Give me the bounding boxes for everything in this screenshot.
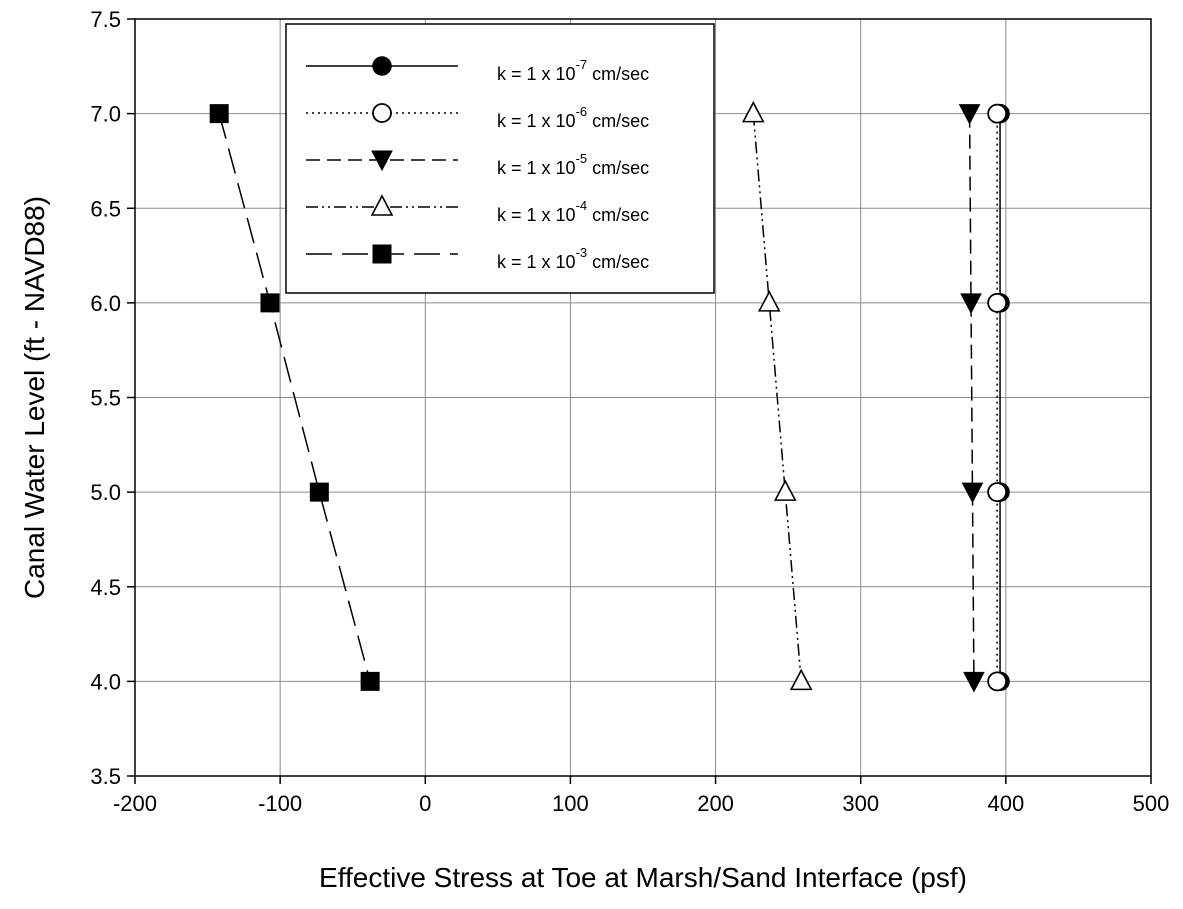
y-tick-label: 4.5: [90, 575, 121, 600]
series-layer: [209, 100, 1010, 693]
data-point: [789, 668, 813, 691]
legend-marker: [372, 103, 392, 123]
legend-label: k = 1 x 10-4 cm/sec: [497, 198, 649, 225]
legend-entry: k = 1 x 10-6 cm/sec: [306, 103, 649, 131]
series-line: [752, 113, 802, 682]
y-tick-label: 6.0: [90, 291, 121, 316]
legend-entry: k = 1 x 10-7 cm/sec: [306, 56, 649, 84]
legend-label: k = 1 x 10-7 cm/sec: [497, 57, 649, 84]
legend-label: k = 1 x 10-3 cm/sec: [497, 245, 649, 272]
y-tick-label: 5.5: [90, 386, 121, 411]
data-point: [963, 671, 985, 693]
legend-entry: k = 1 x 10-3 cm/sec: [306, 244, 649, 272]
data-point: [958, 104, 981, 125]
x-axis-title: Effective Stress at Toe at Marsh/Sand In…: [319, 862, 967, 893]
series-2: [987, 103, 1008, 692]
legend-marker: [372, 56, 392, 76]
legend-box: [285, 23, 715, 294]
x-tick-label: 300: [842, 791, 879, 816]
y-tick-label: 6.5: [90, 196, 121, 221]
series-4: [741, 100, 813, 691]
data-point: [260, 293, 280, 313]
legend-entry: k = 1 x 10-4 cm/sec: [306, 194, 649, 225]
data-point: [773, 479, 797, 501]
legend: k = 1 x 10-7 cm/sec k = 1 x 10-6 cm/sec k …: [285, 23, 715, 294]
x-tick-label: -100: [258, 791, 302, 816]
x-tick-label: 200: [697, 791, 734, 816]
axes: -200 -100 0 100 200 300 400 500 3.5 4.0 4.5 5.0 5.5 6…: [90, 7, 1169, 816]
data-point: [987, 103, 1008, 124]
legend-label: k = 1 x 10-5 cm/sec: [497, 151, 649, 178]
series-3: [958, 104, 985, 693]
data-point: [987, 671, 1008, 692]
data-point: [757, 290, 781, 312]
legend-marker: [371, 150, 393, 172]
x-tick-label: -200: [113, 791, 157, 816]
data-point: [309, 482, 329, 502]
data-point: [961, 482, 984, 504]
data-point: [960, 293, 982, 314]
y-axis-title: Canal Water Level (ft - NAVD88): [19, 196, 50, 599]
y-tick-label: 4.0: [90, 669, 121, 694]
series-5: [209, 104, 380, 691]
x-tick-label: 100: [552, 791, 589, 816]
data-point: [360, 671, 380, 691]
x-tick-label: 500: [1133, 791, 1170, 816]
series-line: [218, 113, 371, 682]
data-point: [987, 482, 1008, 503]
y-tick-label: 3.5: [90, 764, 121, 789]
x-tick-label: 400: [987, 791, 1024, 816]
series-line: [968, 113, 975, 682]
legend-label: k = 1 x 10-6 cm/sec: [497, 104, 649, 131]
x-tick-label: 0: [419, 791, 431, 816]
data-point: [209, 104, 229, 124]
y-tick-label: 5.0: [90, 480, 121, 505]
y-tick-label: 7.5: [90, 7, 121, 32]
data-point: [741, 100, 765, 123]
y-tick-label: 7.0: [90, 102, 121, 127]
legend-entry: k = 1 x 10-5 cm/sec: [306, 150, 649, 178]
legend-marker: [370, 194, 394, 216]
data-point: [987, 292, 1008, 313]
legend-marker: [372, 244, 392, 264]
